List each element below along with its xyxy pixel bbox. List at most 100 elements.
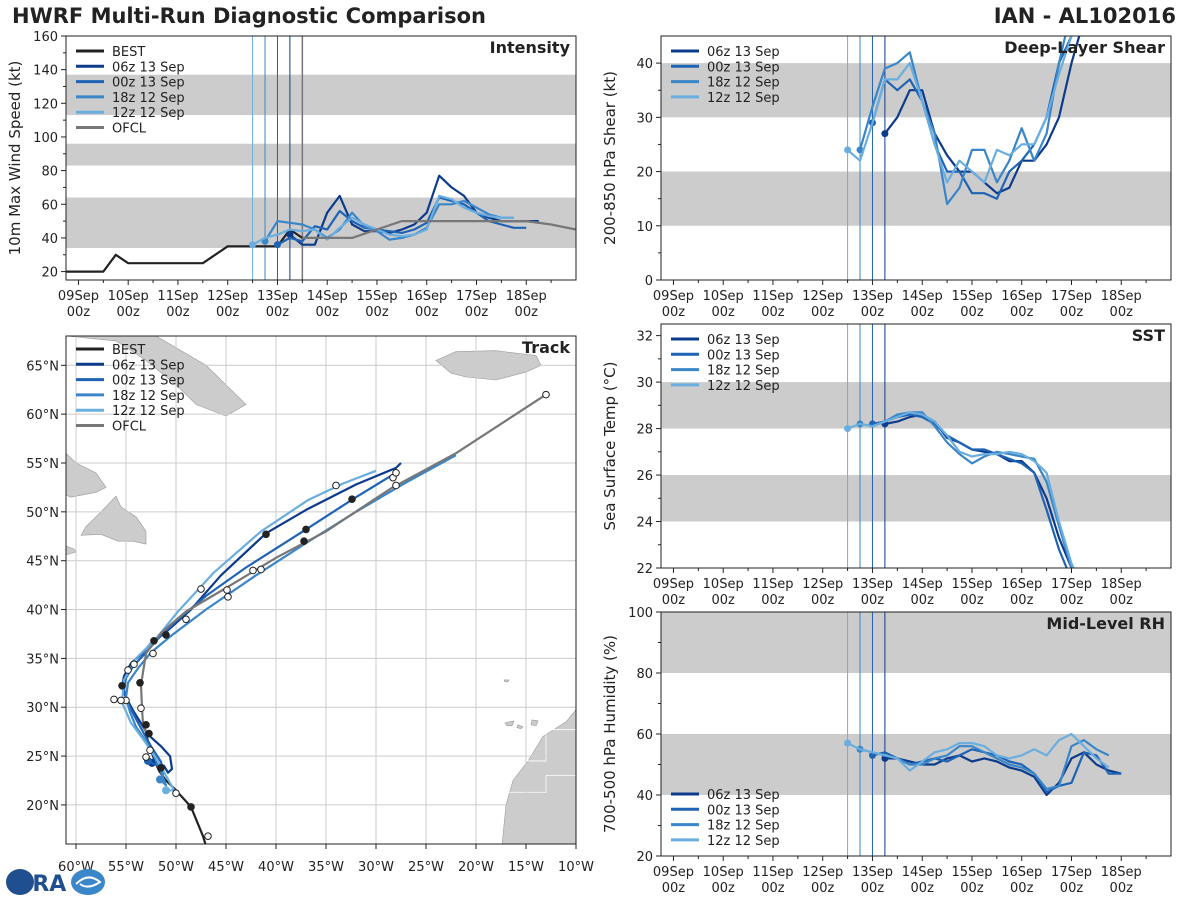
y-tick-label: 80 (636, 667, 653, 682)
y-tick-label: 0 (645, 274, 653, 289)
y-tick-label: 80 (41, 165, 58, 180)
x-tick-label-day: 09Sep (653, 577, 694, 592)
y-tick-label: 100 (33, 131, 58, 146)
track-marker (249, 566, 257, 575)
y-tick-label: 20°N (26, 799, 59, 814)
y-tick-label: 10 (636, 220, 653, 235)
x-tick-label-day: 15Sep (951, 865, 992, 880)
x-tick-label-day: 11Sep (752, 577, 793, 592)
series-line-run1 (884, 36, 1081, 195)
x-tick-label: 40°W (258, 860, 294, 875)
land-shape (504, 720, 515, 727)
track-marker (150, 637, 158, 645)
axes-frame (660, 323, 1172, 569)
x-tick-label-day: 12Sep (802, 577, 843, 592)
y-tick-label: 140 (33, 64, 58, 79)
y-tick-label: 30 (636, 111, 653, 126)
panel-track: 60°W 55°W 50°W 45°W 40°W 35°W 30°W 25°W 20°W 15°W… (26, 335, 594, 875)
x-tick-label-hour: 00z (1010, 593, 1034, 608)
land-shape (66, 336, 247, 417)
x-tick-label-hour: 00z (515, 305, 539, 320)
x-tick-label-day: 17Sep (1051, 577, 1092, 592)
series-line-run3 (264, 199, 514, 242)
x-tick-label-day: 11Sep (157, 289, 198, 304)
x-tick-label-hour: 00z (117, 305, 141, 320)
x-tick-label-day: 10Sep (703, 577, 744, 592)
land-shape (66, 452, 107, 498)
x-tick-label-hour: 00z (266, 305, 290, 320)
x-tick-label-hour: 00z (1110, 305, 1134, 320)
x-tick-label-hour: 00z (662, 593, 686, 608)
track-marker (145, 729, 153, 738)
track-marker (137, 704, 145, 713)
track-marker (142, 753, 150, 761)
shading-band (66, 197, 576, 249)
series-group (844, 411, 1075, 568)
y-tick-label: 20 (636, 850, 653, 865)
panel-rh: 2040608010009Sep00z10Sep00z11Sep00z12Sep… (601, 606, 1172, 896)
y-axis-label: Sea Surface Temp (°C) (601, 361, 619, 530)
y-tick-label: 120 (33, 97, 58, 112)
legend-label: 12z 12 Sep (707, 379, 780, 394)
series-start-point (844, 739, 852, 747)
x-tick-label-hour: 00z (911, 881, 935, 896)
legend-label: 00z 13 Sep (707, 348, 780, 363)
track-marker (332, 481, 340, 490)
x-tick-label-day: 13Sep (852, 577, 893, 592)
legend-label: 06z 13 Sep (112, 60, 185, 75)
y-tick-label: 60 (41, 198, 58, 213)
legend-label: 18z 12 Sep (707, 76, 780, 91)
x-tick-label-day: 18Sep (506, 289, 547, 304)
x-tick-label-day: 14Sep (307, 289, 348, 304)
legend-label: 00z 13 Sep (112, 76, 185, 91)
x-tick-label-day: 17Sep (1051, 289, 1092, 304)
track-marker (172, 789, 180, 798)
legend-label: OFCL (112, 122, 147, 137)
shading-band (66, 74, 576, 116)
storm-id: IAN - AL102016 (993, 4, 1176, 28)
legend-label: OFCL (112, 420, 147, 435)
track-start-point (162, 786, 170, 795)
panel-title: Intensity (490, 38, 571, 57)
land-shape (80, 495, 147, 545)
legend-label: 12z 12 Sep (112, 106, 185, 121)
x-tick-label-hour: 00z (1110, 593, 1134, 608)
legend-label: 06z 13 Sep (707, 333, 780, 348)
y-tick-label: 20 (636, 166, 653, 181)
series-start-point (856, 146, 864, 154)
x-tick-label-hour: 00z (761, 881, 785, 896)
x-tick-label-day: 10Sep (703, 865, 744, 880)
x-tick-label-day: 09Sep (653, 865, 694, 880)
track-marker (300, 537, 308, 545)
x-tick-label: 10°W (558, 860, 594, 875)
x-tick-label-day: 14Sep (902, 289, 943, 304)
series-line-run3 (859, 738, 1110, 791)
series-group (844, 732, 1122, 797)
legend-label: 18z 12 Sep (707, 819, 780, 834)
x-tick-label-hour: 00z (1010, 305, 1034, 320)
x-tick-label-hour: 00z (216, 305, 240, 320)
legend-label: 12z 12 Sep (112, 404, 185, 419)
legend-label: BEST (112, 45, 145, 60)
shading-band (66, 143, 576, 166)
panel-shear: 01020304009Sep00z10Sep00z11Sep00z12Sep00… (601, 35, 1172, 320)
x-tick-label-hour: 00z (712, 881, 736, 896)
land-shape (516, 724, 524, 730)
x-tick-label-hour: 00z (662, 305, 686, 320)
series-start-point (273, 241, 281, 249)
x-tick-label-hour: 00z (960, 881, 984, 896)
y-axis-label: 700-500 hPa Humidity (%) (601, 635, 619, 833)
x-tick-label-hour: 00z (1060, 881, 1084, 896)
x-tick-label-day: 13Sep (852, 865, 893, 880)
track-marker (187, 803, 195, 811)
track-marker (130, 660, 138, 669)
track-marker (392, 481, 400, 490)
logo-text: CIRA (8, 872, 66, 897)
x-tick-label-hour: 00z (861, 593, 885, 608)
x-tick-label-day: 10Sep (108, 289, 149, 304)
track-marker (118, 681, 126, 690)
y-tick-label: 40°N (26, 604, 59, 619)
x-tick-label-hour: 00z (712, 593, 736, 608)
x-tick-label-hour: 00z (316, 305, 340, 320)
